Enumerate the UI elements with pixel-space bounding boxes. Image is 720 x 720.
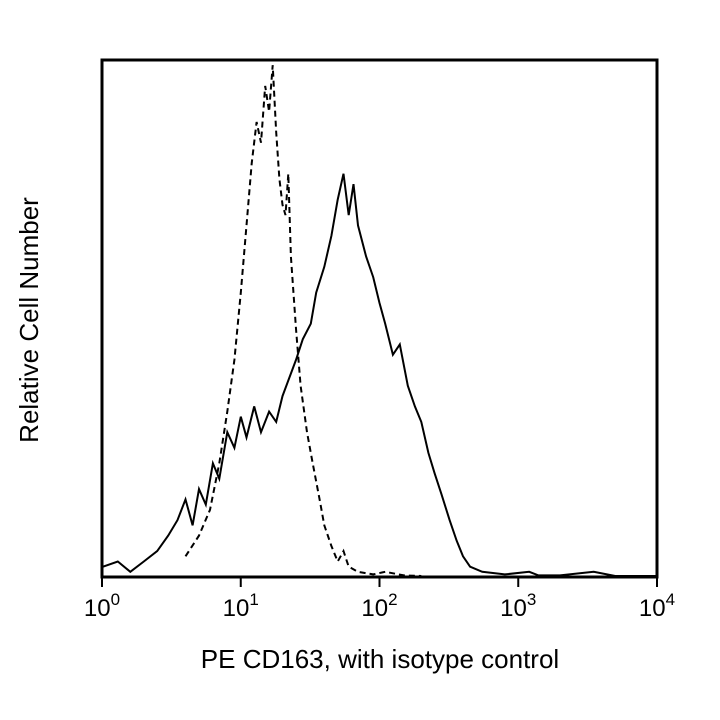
x-tick-label: 103 bbox=[500, 590, 536, 622]
x-tick-label: 104 bbox=[639, 590, 675, 622]
y-axis-title: Relative Cell Number bbox=[14, 197, 44, 443]
isotype-control-curve bbox=[184, 65, 422, 577]
x-tick-label: 101 bbox=[223, 590, 259, 622]
x-tick-label: 100 bbox=[84, 590, 120, 622]
series-layer bbox=[102, 65, 656, 577]
x-tick-layer: 100 101 102 103 104 bbox=[84, 577, 675, 622]
x-tick-label: 102 bbox=[361, 590, 397, 622]
cd163-curve bbox=[102, 173, 656, 577]
x-axis-title: PE CD163, with isotype control bbox=[201, 644, 559, 674]
